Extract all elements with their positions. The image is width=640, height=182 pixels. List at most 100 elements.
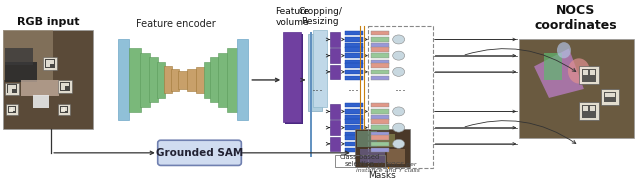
Bar bbox=[330, 104, 340, 119]
Bar bbox=[371, 43, 388, 48]
Bar bbox=[50, 60, 54, 64]
Bar bbox=[604, 92, 616, 102]
Bar bbox=[371, 70, 388, 74]
Text: Feature
volume: Feature volume bbox=[275, 7, 309, 27]
Text: Grounded SAM: Grounded SAM bbox=[156, 148, 243, 158]
Bar bbox=[371, 31, 388, 35]
Ellipse shape bbox=[568, 58, 590, 84]
Ellipse shape bbox=[393, 35, 404, 44]
Bar bbox=[5, 83, 19, 95]
Bar bbox=[330, 137, 340, 151]
Bar bbox=[601, 89, 619, 105]
Bar bbox=[187, 69, 196, 91]
Text: NOCS
coordinates: NOCS coordinates bbox=[534, 4, 617, 32]
Ellipse shape bbox=[393, 139, 404, 148]
Bar bbox=[605, 92, 610, 97]
Bar bbox=[590, 70, 595, 75]
Bar bbox=[8, 85, 12, 89]
Bar bbox=[211, 58, 220, 102]
Text: Feature encoder: Feature encoder bbox=[136, 19, 216, 29]
Bar bbox=[371, 135, 388, 140]
Text: Masks: Masks bbox=[369, 171, 396, 180]
Bar bbox=[579, 66, 599, 84]
Bar bbox=[345, 37, 363, 42]
Bar bbox=[371, 109, 388, 114]
Bar bbox=[610, 92, 614, 97]
Bar bbox=[5, 62, 37, 82]
Bar bbox=[44, 58, 57, 70]
Bar bbox=[519, 39, 634, 139]
Bar bbox=[12, 107, 15, 110]
Bar bbox=[3, 30, 93, 129]
Bar bbox=[371, 47, 388, 52]
Bar bbox=[368, 26, 433, 168]
Bar bbox=[371, 53, 388, 58]
Ellipse shape bbox=[393, 51, 404, 60]
Bar bbox=[45, 59, 55, 68]
Bar bbox=[308, 34, 322, 110]
Bar bbox=[237, 39, 248, 120]
Bar bbox=[61, 86, 65, 90]
Bar bbox=[583, 106, 588, 110]
Bar bbox=[60, 106, 68, 113]
Bar bbox=[283, 32, 301, 122]
Bar bbox=[345, 135, 363, 140]
Bar bbox=[178, 71, 188, 89]
Bar bbox=[313, 30, 327, 107]
Bar bbox=[204, 62, 211, 98]
Bar bbox=[285, 34, 303, 124]
Bar bbox=[583, 70, 588, 75]
Bar bbox=[12, 85, 17, 89]
Text: Cropping/
Resizing: Cropping/ Resizing bbox=[298, 7, 342, 26]
Bar bbox=[63, 107, 67, 110]
Bar bbox=[371, 37, 388, 42]
Bar bbox=[345, 142, 363, 146]
Bar bbox=[58, 80, 72, 92]
Bar bbox=[218, 53, 228, 107]
Bar bbox=[148, 58, 157, 102]
Bar bbox=[345, 70, 363, 74]
Ellipse shape bbox=[393, 123, 404, 132]
Bar bbox=[345, 116, 363, 120]
Bar bbox=[371, 142, 388, 146]
Bar bbox=[345, 148, 363, 152]
Bar bbox=[60, 82, 70, 91]
Bar bbox=[371, 125, 388, 130]
Bar bbox=[345, 31, 363, 35]
Polygon shape bbox=[534, 48, 584, 98]
Bar bbox=[21, 80, 59, 96]
Bar bbox=[377, 134, 395, 147]
Bar bbox=[10, 109, 13, 112]
Bar bbox=[61, 109, 65, 112]
Text: ···: ··· bbox=[348, 85, 360, 98]
Bar bbox=[330, 32, 340, 47]
Bar bbox=[10, 107, 13, 110]
Bar bbox=[335, 155, 385, 167]
Bar bbox=[590, 106, 595, 110]
Text: {s, v, t} NOCS per
instance and Y class: {s, v, t} NOCS per instance and Y class bbox=[356, 162, 420, 173]
Ellipse shape bbox=[393, 107, 404, 116]
Text: Class-based
selection: Class-based selection bbox=[340, 155, 380, 167]
Bar bbox=[345, 119, 363, 124]
Bar bbox=[371, 116, 388, 120]
Bar bbox=[579, 102, 599, 120]
Bar bbox=[330, 120, 340, 135]
Bar bbox=[345, 60, 363, 64]
Bar bbox=[157, 62, 164, 98]
Bar bbox=[196, 67, 205, 92]
Bar bbox=[371, 119, 388, 124]
Bar bbox=[330, 48, 340, 63]
Bar bbox=[330, 65, 340, 79]
Bar bbox=[371, 76, 388, 80]
Bar bbox=[345, 53, 363, 58]
Bar bbox=[371, 148, 388, 152]
Bar bbox=[371, 132, 388, 136]
Text: ···: ··· bbox=[312, 85, 324, 98]
Bar bbox=[61, 83, 65, 86]
Bar bbox=[3, 30, 53, 80]
Bar bbox=[387, 149, 404, 164]
Bar bbox=[58, 104, 70, 115]
Bar bbox=[582, 105, 596, 118]
Bar bbox=[371, 63, 388, 68]
Bar bbox=[345, 47, 363, 52]
